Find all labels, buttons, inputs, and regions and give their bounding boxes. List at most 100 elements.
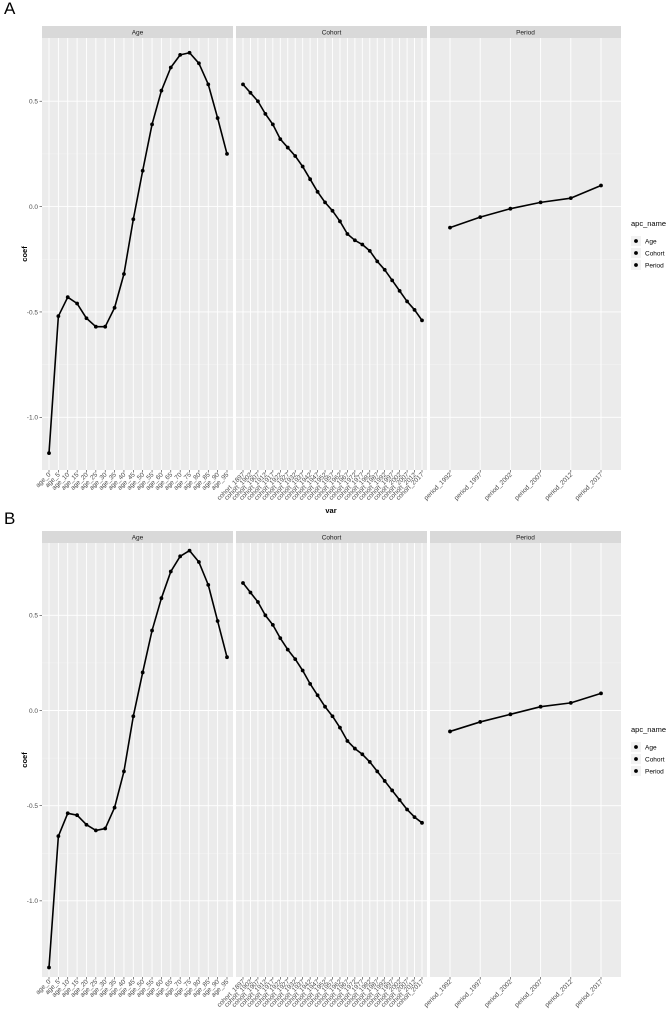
strip-background	[430, 26, 621, 38]
x-tick-label: period_2012	[544, 978, 575, 1009]
data-point-age	[206, 582, 211, 587]
facet-cohort: Cohortcohort_1897cohort_1902cohort_1907c…	[216, 531, 427, 1009]
data-point-age	[103, 324, 108, 329]
data-point-cohort	[323, 200, 327, 205]
y-tick-label: -1.0	[27, 898, 39, 905]
legend-key-marker	[634, 263, 638, 267]
data-point-cohort	[278, 137, 283, 142]
panel-A: A Ageage_0age_5age_10age_15age_20age_25ag…	[4, 0, 666, 515]
legend-label: Age	[645, 238, 657, 245]
data-point-age	[47, 965, 51, 970]
data-point-age	[140, 670, 145, 675]
x-tick-label: period_2007	[513, 978, 544, 1009]
x-tick-label: period_1997	[453, 471, 484, 502]
panel-B: B Ageage_0age_5age_10age_15age_20age_25ag…	[4, 509, 666, 1020]
data-point-cohort	[352, 238, 357, 243]
series-line-age	[48, 51, 228, 454]
x-tick-label: period_1992	[423, 471, 454, 502]
data-point-cohort	[345, 739, 350, 743]
panel-background	[42, 38, 233, 470]
strip-background	[236, 26, 427, 38]
strip-background	[42, 26, 233, 38]
strip-label: Period	[516, 535, 535, 542]
data-point-period	[448, 225, 452, 230]
data-point-age	[84, 316, 89, 321]
data-point-cohort	[420, 820, 424, 825]
x-tick-label: period_2007	[513, 471, 544, 502]
legend-label: Age	[645, 744, 657, 751]
panel-letter: B	[4, 509, 15, 528]
panel-background	[236, 38, 427, 470]
x-tick-label: period_1997	[453, 978, 484, 1009]
legend-label: Period	[645, 768, 664, 775]
data-point-cohort	[270, 122, 275, 127]
strip-background	[42, 531, 233, 543]
data-point-cohort	[375, 769, 380, 774]
panel-background	[430, 543, 621, 977]
data-point-age	[150, 628, 154, 633]
y-axis-title: coef	[20, 752, 29, 768]
data-point-age	[47, 451, 51, 456]
data-point-cohort	[412, 307, 417, 312]
legend-label: Period	[645, 262, 664, 269]
data-point-age	[112, 805, 117, 810]
x-tick-label: period_2012	[544, 471, 575, 502]
data-point-cohort	[352, 746, 357, 751]
data-point-cohort	[412, 815, 417, 820]
data-point-cohort	[241, 82, 245, 87]
y-tick-label: 0.0	[29, 708, 38, 715]
data-point-age	[131, 714, 136, 719]
strip-label: Cohort	[322, 535, 342, 542]
data-point-age	[178, 554, 183, 559]
x-tick-label: period_2017	[574, 471, 605, 502]
data-point-age	[131, 217, 136, 222]
data-point-age	[159, 88, 164, 93]
panel-letter: A	[4, 0, 16, 18]
data-point-age	[75, 301, 80, 306]
legend-key-marker	[634, 745, 638, 749]
data-point-cohort	[360, 752, 365, 757]
data-point-cohort	[248, 90, 253, 95]
legend-title: apc_name	[631, 725, 666, 734]
data-point-age	[178, 52, 183, 57]
data-point-cohort	[285, 647, 290, 652]
data-point-age	[84, 822, 89, 827]
data-point-cohort	[293, 657, 298, 662]
data-point-cohort	[315, 189, 320, 194]
data-point-cohort	[315, 693, 320, 698]
data-point-age	[187, 548, 192, 553]
data-point-cohort	[308, 681, 313, 686]
data-point-age	[168, 569, 173, 574]
data-point-cohort	[405, 807, 409, 812]
series-line-period	[449, 184, 602, 229]
data-point-age	[168, 65, 173, 70]
legend-key-marker	[634, 239, 638, 243]
data-point-age	[196, 560, 201, 564]
data-point-period	[478, 720, 483, 724]
data-point-period	[538, 200, 543, 205]
data-point-period	[508, 206, 513, 211]
data-point-cohort	[382, 779, 387, 783]
data-point-cohort	[338, 725, 342, 730]
legend-key-marker	[634, 757, 638, 761]
strip-background	[236, 531, 427, 543]
legend-title: apc_name	[631, 219, 666, 228]
strip-label: Age	[132, 535, 144, 542]
data-point-period	[508, 712, 513, 717]
data-point-cohort	[405, 299, 409, 304]
data-point-cohort	[338, 219, 342, 224]
data-point-age	[56, 314, 61, 319]
data-point-cohort	[397, 288, 402, 293]
data-point-cohort	[308, 177, 313, 182]
data-point-cohort	[367, 760, 372, 764]
legend-key-marker	[634, 251, 638, 255]
legend: apc_name Age Cohort Period	[631, 725, 666, 776]
data-point-cohort	[270, 622, 275, 627]
data-point-cohort	[330, 208, 335, 213]
data-point-age	[56, 834, 61, 839]
data-point-cohort	[293, 154, 298, 158]
x-tick-label: period_2017	[574, 978, 605, 1009]
